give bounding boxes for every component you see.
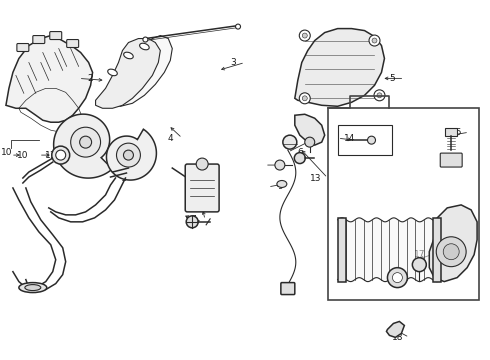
Bar — [328, 108, 479, 300]
Text: 12: 12 — [185, 217, 196, 226]
Circle shape — [377, 93, 382, 98]
Circle shape — [302, 96, 307, 101]
Text: 5: 5 — [390, 74, 395, 83]
Polygon shape — [295, 114, 325, 145]
Polygon shape — [111, 36, 172, 106]
Text: 17: 17 — [414, 250, 425, 259]
Circle shape — [196, 158, 208, 170]
Text: 10: 10 — [17, 150, 28, 159]
FancyBboxPatch shape — [50, 32, 62, 40]
Circle shape — [123, 150, 133, 160]
Text: 6: 6 — [297, 148, 303, 157]
Text: 14: 14 — [344, 134, 355, 143]
Polygon shape — [6, 36, 93, 122]
Circle shape — [80, 136, 92, 148]
Polygon shape — [429, 205, 477, 282]
Circle shape — [117, 143, 141, 167]
Text: 11: 11 — [45, 150, 56, 159]
Bar — [433, 218, 441, 282]
FancyBboxPatch shape — [185, 164, 219, 212]
Text: 10: 10 — [1, 148, 13, 157]
Text: 2: 2 — [88, 74, 94, 83]
Ellipse shape — [19, 283, 47, 293]
Polygon shape — [295, 28, 385, 106]
Text: 7: 7 — [190, 215, 196, 224]
Circle shape — [275, 160, 285, 170]
Text: 15: 15 — [451, 128, 463, 137]
Ellipse shape — [123, 52, 133, 59]
Circle shape — [388, 268, 407, 288]
Circle shape — [299, 30, 310, 41]
Text: 13: 13 — [310, 174, 321, 183]
Circle shape — [71, 127, 100, 157]
Ellipse shape — [140, 43, 149, 50]
Circle shape — [236, 24, 241, 29]
Circle shape — [413, 258, 426, 272]
FancyBboxPatch shape — [33, 36, 45, 44]
Text: 3: 3 — [230, 58, 236, 67]
Circle shape — [294, 153, 305, 163]
Polygon shape — [96, 39, 160, 108]
Circle shape — [56, 150, 66, 160]
Circle shape — [186, 216, 198, 228]
Circle shape — [283, 135, 297, 149]
Bar — [338, 218, 345, 282]
Bar — [445, 128, 457, 136]
Polygon shape — [53, 114, 112, 178]
Circle shape — [52, 146, 70, 164]
Circle shape — [392, 273, 402, 283]
Text: 18: 18 — [392, 333, 403, 342]
FancyBboxPatch shape — [281, 283, 295, 294]
Circle shape — [299, 93, 310, 104]
Circle shape — [305, 137, 315, 147]
Text: 9: 9 — [277, 183, 283, 192]
FancyBboxPatch shape — [17, 44, 29, 51]
Text: 4: 4 — [168, 134, 173, 143]
Circle shape — [369, 35, 380, 46]
Circle shape — [436, 237, 466, 267]
Text: 8: 8 — [274, 161, 280, 170]
Circle shape — [443, 244, 459, 260]
Circle shape — [368, 136, 375, 144]
Ellipse shape — [108, 69, 117, 76]
Text: 16: 16 — [393, 277, 405, 286]
Polygon shape — [106, 129, 156, 180]
Circle shape — [374, 90, 385, 101]
Ellipse shape — [277, 180, 287, 188]
Ellipse shape — [25, 285, 41, 291]
FancyBboxPatch shape — [67, 40, 78, 48]
Text: 1: 1 — [121, 174, 126, 183]
Circle shape — [372, 38, 377, 43]
Circle shape — [302, 33, 307, 38]
Polygon shape — [387, 321, 404, 337]
Bar — [338, 125, 392, 155]
FancyBboxPatch shape — [440, 153, 462, 167]
Circle shape — [143, 37, 148, 42]
